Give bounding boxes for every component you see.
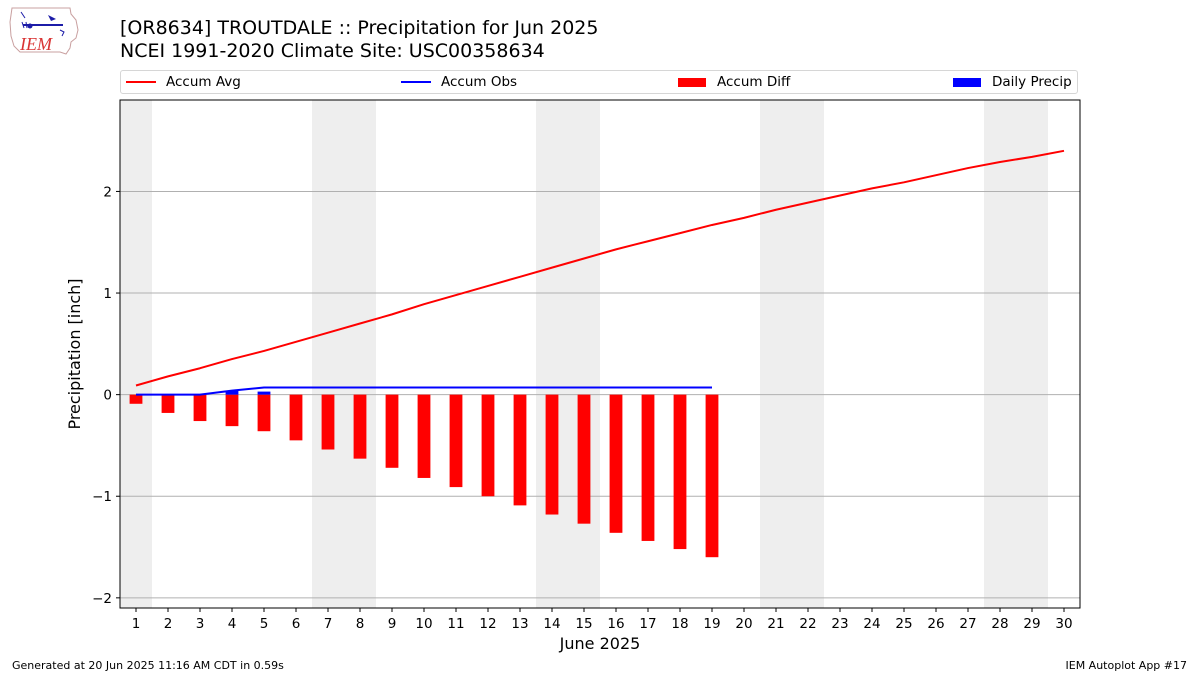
y-tick-label: −1 [92,489,112,505]
legend-swatch-accum-obs [401,81,431,83]
x-tick-label: 18 [671,616,688,632]
x-tick-label: 22 [799,616,816,632]
weekend-shade-4 [760,100,824,608]
x-tick-label: 17 [639,616,656,632]
x-tick-label: 2 [164,616,173,632]
x-tick-label: 4 [228,616,237,632]
y-tick-label: −2 [92,591,112,607]
line-accum-avg [135,149,1065,387]
legend-item-accum-diff: Accum Diff [678,71,790,93]
x-tick-label: 6 [292,616,301,632]
footer-generated-text: Generated at 20 Jun 2025 11:16 AM CDT in… [12,659,284,672]
legend-swatch-accum-diff [678,77,706,87]
bar-accum-diff [545,394,559,515]
bar-accum-diff [673,394,687,550]
x-tick-label: 13 [511,616,528,632]
bar-accum-diff [257,394,271,432]
x-tick-label: 29 [1023,616,1040,632]
bar-accum-diff [577,394,591,524]
bar-accum-diff [481,394,495,497]
weekend-shade-2 [312,100,376,608]
weekend-shade-5 [984,100,1048,608]
x-tick-label: 1 [132,616,141,632]
x-tick-label: 16 [607,616,624,632]
y-tick-label: 2 [103,184,112,200]
legend-item-daily-precip: Daily Precip [953,71,1072,93]
legend-swatch-accum-avg [126,81,156,83]
x-tick-label: 25 [895,616,912,632]
legend-label-daily-precip: Daily Precip [992,74,1072,90]
bar-accum-diff [321,394,335,450]
bar-accum-diff [385,394,399,468]
x-tick-label: 30 [1055,616,1072,632]
x-tick-label: 19 [703,616,720,632]
x-tick-label: 10 [415,616,432,632]
bar-accum-diff [513,394,527,506]
bar-accum-diff [609,394,623,533]
x-tick-label: 27 [959,616,976,632]
x-tick-label: 8 [356,616,365,632]
logo-text: IEM [19,34,53,54]
x-tick-label: 20 [735,616,752,632]
legend-item-accum-obs: Accum Obs [401,71,517,93]
bar-accum-diff [289,394,303,441]
x-tick-label: 28 [991,616,1008,632]
x-tick-label: 7 [324,616,333,632]
bar-accum-diff [353,394,367,459]
bar-accum-diff [193,394,207,422]
bar-accum-diff [641,394,655,541]
legend: Accum Avg Accum Obs Accum Diff Daily Pre… [120,70,1078,94]
chart-subtitle: NCEI 1991-2020 Climate Site: USC00358634 [120,40,545,62]
x-tick-label: 23 [831,616,848,632]
legend-swatch-daily-precip [953,77,981,87]
bar-daily-precip [225,390,239,395]
bar-accum-diff [225,394,239,427]
x-tick-label: 5 [260,616,269,632]
x-tick-label: 3 [196,616,205,632]
x-tick-label: 24 [863,616,880,632]
y-tick-label: 1 [103,286,112,302]
bar-accum-diff [129,394,143,404]
weekend-shade-3 [536,100,600,608]
legend-item-accum-avg: Accum Avg [126,71,241,93]
x-tick-label: 15 [575,616,592,632]
x-tick-label: 12 [479,616,496,632]
bar-accum-diff [161,394,175,413]
x-tick-label: 9 [388,616,397,632]
legend-label-accum-obs: Accum Obs [441,74,518,90]
iem-logo: IEM [9,7,79,55]
x-tick-label: 21 [767,616,784,632]
x-axis-label: June 2025 [559,634,641,653]
legend-label-accum-avg: Accum Avg [166,74,241,90]
bar-accum-diff [705,394,719,558]
x-tick-label: 14 [543,616,560,632]
footer-app-label: IEM Autoplot App #17 [1065,659,1188,672]
y-axis-label: Precipitation [inch] [65,278,84,429]
bar-daily-precip [257,391,271,395]
chart-title: [OR8634] TROUTDALE :: Precipitation for … [120,17,599,39]
legend-label-accum-diff: Accum Diff [717,74,791,90]
plot-frame [119,99,1081,609]
bar-accum-diff [449,394,463,488]
line-accum-obs [136,386,712,396]
bar-accum-diff [417,394,431,478]
x-tick-label: 26 [927,616,944,632]
x-tick-label: 11 [447,616,464,632]
y-tick-label: 0 [103,388,112,404]
weekend-shade-1 [120,100,152,608]
